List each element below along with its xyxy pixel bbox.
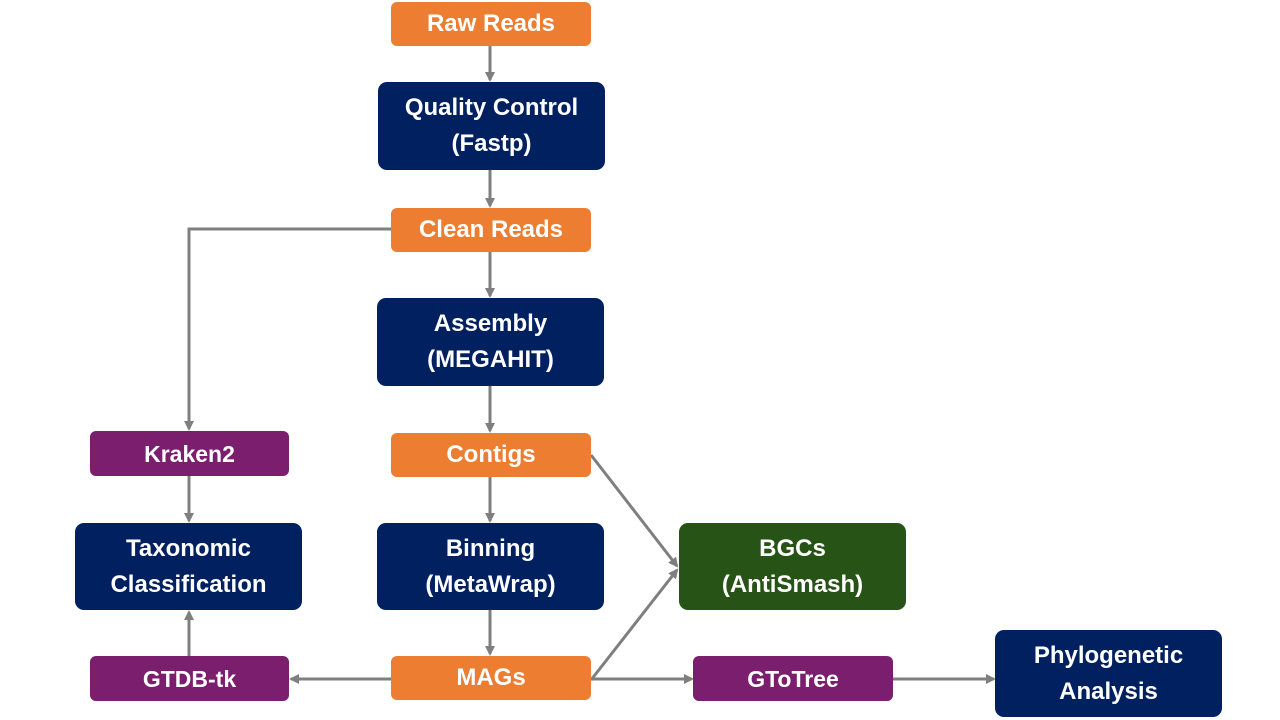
node-raw-reads-label: Raw Reads [426, 10, 556, 37]
node-raw-reads: Raw Reads [391, 2, 591, 46]
node-gtotree-label: GToTree [747, 665, 839, 692]
node-bgcs-sublabel: (AntiSmash) [721, 570, 864, 598]
node-binning: Binning (MetaWrap) [377, 523, 604, 610]
edge-mags-to-bgcs [589, 568, 679, 681]
node-phylogenetic-analysis-label: Phylogenetic [1033, 641, 1184, 669]
node-bgcs: BGCs (AntiSmash) [679, 523, 906, 610]
node-phylogenetic-analysis: Phylogenetic Analysis [995, 630, 1222, 717]
edge-clean-reads-to-kraken2 [184, 227, 391, 431]
node-taxonomic-classification-sublabel: Classification [110, 570, 267, 598]
node-taxonomic-classification-label: Taxonomic [126, 534, 251, 562]
node-gtotree: GToTree [693, 656, 893, 701]
edge-contigs-to-bgcs [589, 454, 679, 568]
node-binning-sublabel: (MetaWrap) [425, 570, 556, 598]
node-assembly: Assembly (MEGAHIT) [377, 298, 604, 386]
node-mags-label: MAGs [456, 664, 526, 691]
node-kraken2-label: Kraken2 [144, 440, 235, 467]
node-taxonomic-classification: Taxonomic Classification [75, 523, 302, 610]
node-phylogenetic-analysis-sublabel: Analysis [1059, 677, 1158, 705]
node-quality-control: Quality Control (Fastp) [378, 82, 605, 170]
node-contigs-label: Contigs [446, 441, 536, 468]
node-assembly-label: Assembly [433, 310, 548, 337]
node-quality-control-label: Quality Control [404, 94, 579, 121]
node-clean-reads: Clean Reads [391, 208, 591, 252]
node-binning-label: Binning [445, 534, 536, 562]
node-kraken2: Kraken2 [90, 431, 289, 476]
node-gtdb-tk: GTDB-tk [90, 656, 289, 701]
node-clean-reads-label: Clean Reads [418, 216, 564, 243]
node-gtdb-tk-label: GTDB-tk [142, 665, 237, 692]
node-quality-control-sublabel: (Fastp) [451, 130, 532, 157]
node-contigs: Contigs [391, 433, 591, 477]
node-mags: MAGs [391, 656, 591, 700]
node-bgcs-label: BGCs [759, 534, 826, 562]
node-assembly-sublabel: (MEGAHIT) [427, 346, 554, 373]
